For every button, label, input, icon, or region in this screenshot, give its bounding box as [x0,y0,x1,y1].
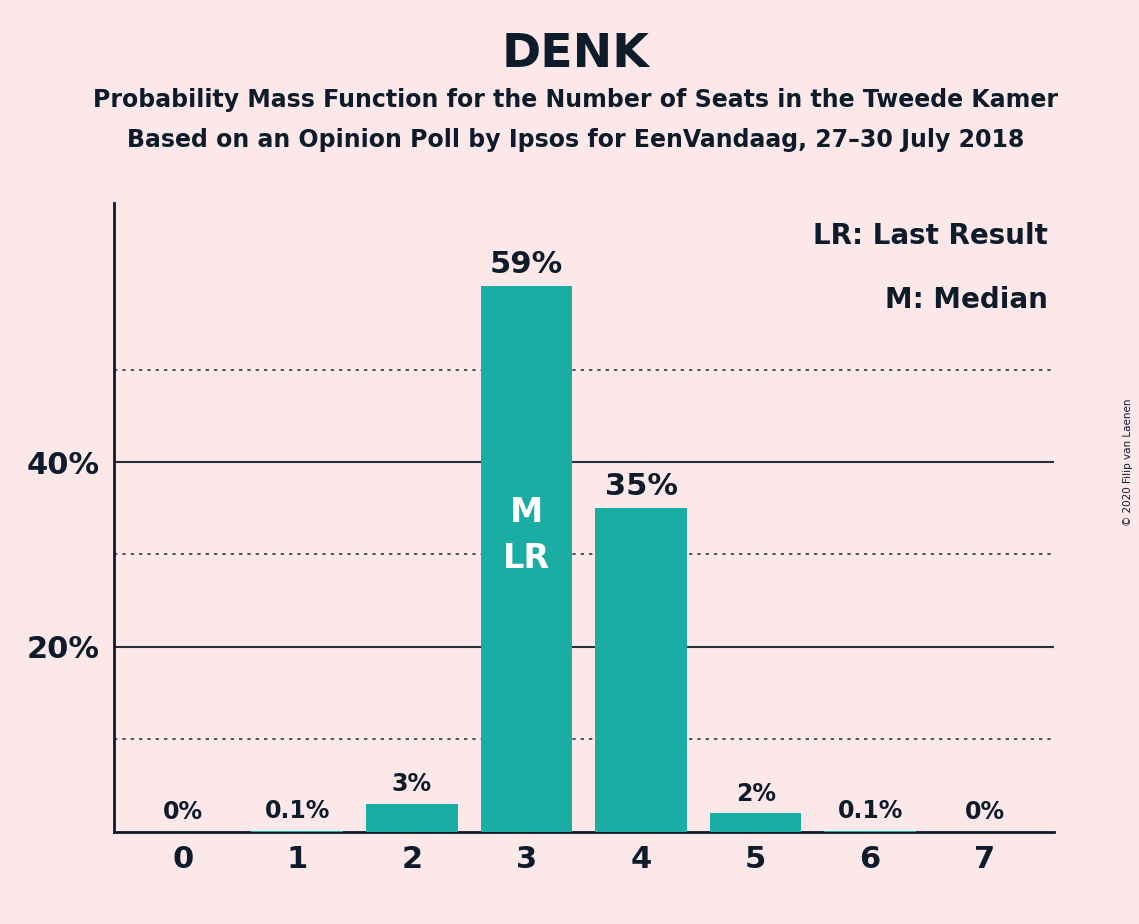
Bar [710,813,802,832]
Text: M: Median: M: Median [885,286,1048,314]
Text: 0%: 0% [163,800,203,824]
Text: DENK: DENK [501,32,649,78]
Bar [596,508,687,832]
Text: 35%: 35% [605,472,678,501]
Text: Based on an Opinion Poll by Ipsos for EenVandaag, 27–30 July 2018: Based on an Opinion Poll by Ipsos for Ee… [126,128,1024,152]
Bar [252,831,343,832]
Text: LR: Last Result: LR: Last Result [813,222,1048,249]
Text: 0.1%: 0.1% [264,799,330,823]
Text: 3%: 3% [392,772,432,796]
Text: Probability Mass Function for the Number of Seats in the Tweede Kamer: Probability Mass Function for the Number… [92,88,1058,112]
Text: M
LR: M LR [503,496,550,576]
Text: 0%: 0% [965,800,1005,824]
Bar [366,804,458,832]
Text: 2%: 2% [736,782,776,806]
Text: © 2020 Filip van Laenen: © 2020 Filip van Laenen [1123,398,1133,526]
Text: 0.1%: 0.1% [837,799,903,823]
Bar [481,286,572,832]
Text: 59%: 59% [490,250,563,279]
Bar [825,831,916,832]
